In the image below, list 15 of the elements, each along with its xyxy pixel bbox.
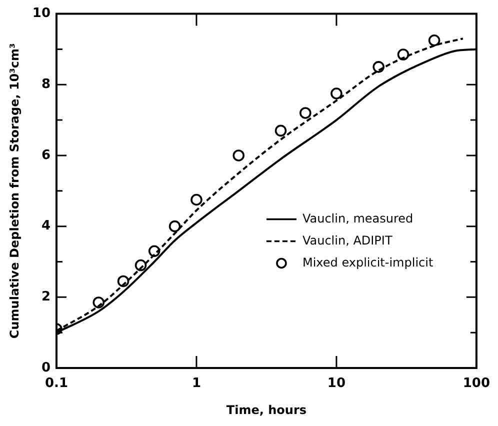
y-tick-label: 0 [41,360,50,376]
y-tick-label: 2 [41,290,50,305]
x-tick-label: 100 [462,376,490,392]
legend-label: Vauclin, ADIPIT [302,233,393,248]
x-tick-label: 0.1 [44,376,68,392]
y-tick-label: 8 [41,77,50,92]
y-tick-label: 4 [41,218,50,234]
y-axis-title: Cumulative Depletion from Storage, 10³cm³ [7,43,22,339]
y-tick-label: 6 [41,148,50,163]
y-tick-label: 10 [32,6,50,22]
x-axis-title: Time, hours [226,402,306,417]
x-tick-label: 1 [192,376,201,392]
legend-label: Vauclin, measured [302,211,414,226]
legend-label: Mixed explicit-implicit [302,255,434,270]
x-tick-label: 10 [327,376,346,392]
